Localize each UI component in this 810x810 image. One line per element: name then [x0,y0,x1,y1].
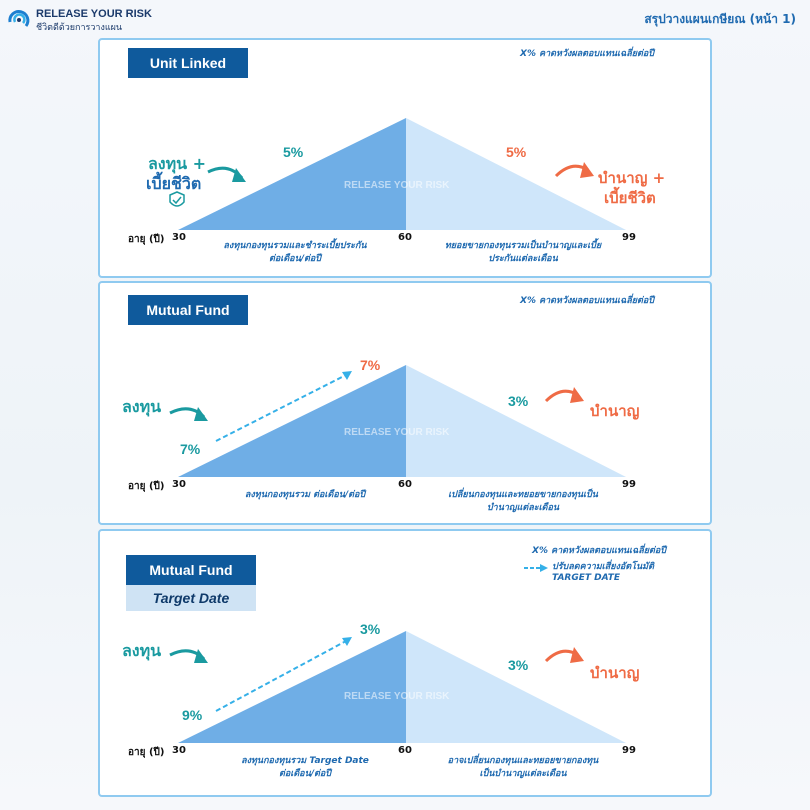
investment-triangle [169,631,626,743]
decumulation-area [406,631,626,743]
right-return: 3% [508,393,529,409]
panel-title: Mutual Fund [126,555,256,585]
invest-label: ลงทุน + [148,154,207,173]
age-end: 99 [622,745,636,756]
pension-label: บำนาญ [590,402,640,420]
right-arrowhead-icon [580,162,594,178]
decumulation-area [406,118,626,230]
pension-label: บำนาญ [590,664,640,682]
investment-triangle [169,118,626,230]
right-return: 3% [508,657,529,673]
brand-name: RELEASE YOUR RISK [36,8,152,20]
pension-label: บำนาญ + [598,169,666,187]
unit-linked-panel: Unit Linked X% คาดหวังผลตอบแทนเฉลี่ยต่อป… [98,38,712,278]
legend-dashed-arrow-icon [524,564,548,572]
logo-icon [8,10,30,27]
return-note: X% คาดหวังผลตอบแทนเฉลี่ยต่อปี [520,49,654,59]
right-return: 5% [506,144,527,160]
right-caption: อาจเปลี่ยนกองทุนและทยอยขายกองทุน เป็นบำนา… [447,756,599,779]
trend-arrowhead-icon [342,371,352,380]
age-mid: 60 [398,479,412,490]
right-arrowhead-icon [570,647,584,663]
investment-triangle [169,365,626,477]
left-arrowhead-icon [232,168,246,182]
legend-text: ปรับลดความเสี่ยงอัตโนมัติ TARGET DATE [552,562,654,583]
watermark: RELEASE YOUR RISK [344,427,450,438]
decumulation-area [406,365,626,477]
age-end: 99 [622,479,636,490]
panel-title: Unit Linked [128,48,248,78]
target-date-panel: Mutual Fund Target Date X% คาดหวังผลตอบแ… [98,529,712,797]
watermark: RELEASE YOUR RISK [344,180,450,191]
watermark: RELEASE YOUR RISK [344,691,450,702]
life-premium-right-label: เบี้ยชีวิต [604,189,656,207]
invest-label: ลงทุน [122,397,162,416]
age-end: 99 [622,232,636,243]
peak-return: 3% [360,621,381,637]
start-return: 7% [180,441,201,457]
start-return: 9% [182,707,203,723]
panel-subtitle: Target Date [126,585,256,611]
age-axis-label: อายุ (ปี) [128,747,165,758]
accumulation-area [178,365,406,477]
age-start: 30 [172,745,186,756]
right-caption: เปลี่ยนกองทุนและทยอยขายกองทุนเป็น บำนาญแต… [448,490,598,513]
invest-label: ลงทุน [122,641,162,660]
page-title: สรุปวางแผนเกษียณ (หน้า 1) [644,12,796,26]
left-caption: ลงทุนกองทุนรวมและชำระเบี้ยประกัน ต่อเดือน… [223,241,367,264]
right-arrowhead-icon [570,387,584,403]
age-mid: 60 [398,745,412,756]
trend-arrowhead-icon [342,637,352,646]
return-note: X% คาดหวังผลตอบแทนเฉลี่ยต่อปี [532,546,666,556]
panel-title: Mutual Fund [128,295,248,325]
right-caption: ทยอยขายกองทุนรวมเป็นบำนาญและเบี้ย ประกันแ… [444,241,602,264]
mutual-fund-panel: Mutual Fund X% คาดหวังผลตอบแทนเฉลี่ยต่อป… [98,281,712,525]
accumulation-area [178,118,406,230]
shield-icon [169,191,185,207]
brand-tagline: ชีวิตดีด้วยการวางแผน [36,23,123,33]
age-start: 30 [172,479,186,490]
dashed-trend-arrow [215,374,347,442]
age-mid: 60 [398,232,412,243]
left-arrowhead-icon [194,407,208,421]
age-axis-label: อายุ (ปี) [128,234,165,245]
age-axis-label: อายุ (ปี) [128,481,165,492]
left-return: 5% [283,144,304,160]
life-premium-label: เบี้ยชีวิต [146,174,202,193]
dashed-trend-arrow [215,640,347,712]
return-note: X% คาดหวังผลตอบแทนเฉลี่ยต่อปี [520,296,654,306]
accumulation-area [178,631,406,743]
age-start: 30 [172,232,186,243]
left-caption: ลงทุนกองทุนรวม Target Date ต่อเดือน/ต่อปี [241,756,369,779]
left-arrowhead-icon [194,649,208,663]
peak-return: 7% [360,357,381,373]
left-caption: ลงทุนกองทุนรวม ต่อเดือน/ต่อปี [244,490,366,500]
